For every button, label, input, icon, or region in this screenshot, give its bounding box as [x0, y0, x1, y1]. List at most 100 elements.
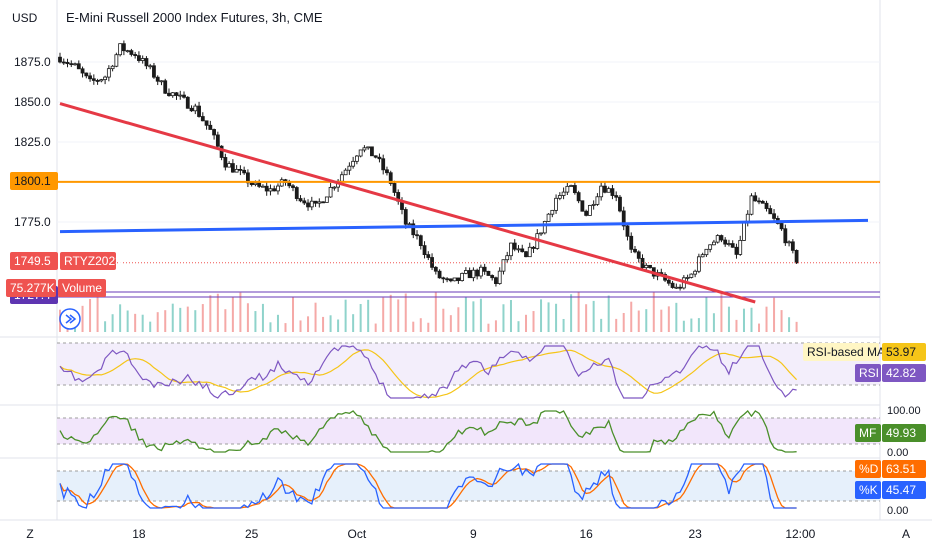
volume-bar [81, 305, 84, 332]
candle [137, 51, 141, 63]
rsi-label-badge: RSI [855, 364, 881, 382]
candle-body [603, 185, 607, 193]
stoch-k-value-badge: 45.47 [882, 481, 926, 499]
stoch-d-label-badge-bg [855, 460, 881, 478]
volume-bar [156, 312, 159, 332]
candle-body [591, 203, 596, 206]
candle-body [531, 246, 536, 249]
volume-bar [547, 302, 550, 332]
candle-body [790, 241, 795, 251]
candle [629, 232, 634, 253]
candle [76, 60, 81, 70]
volume-bar [239, 292, 242, 332]
candle-body [760, 201, 765, 204]
mf-value-badge: 49.93 [882, 424, 926, 442]
volume-bar [134, 313, 137, 332]
candle [520, 244, 525, 253]
candle-body [264, 185, 269, 192]
candle [723, 237, 728, 247]
volume-bar [540, 299, 543, 332]
candle [193, 103, 198, 115]
candle [712, 239, 716, 246]
candle [106, 65, 111, 82]
auto-scale-button: A [902, 527, 910, 541]
candle [373, 155, 378, 159]
candle [385, 166, 389, 176]
candle [219, 145, 224, 161]
mf-line [59, 410, 797, 453]
candle-body [497, 270, 502, 284]
candle-body [595, 196, 600, 205]
stoch-k-line [59, 462, 797, 509]
candle-body [689, 273, 694, 278]
rsi-value-badge-text: 42.82 [886, 366, 916, 380]
candle-body [516, 248, 521, 251]
candle [144, 56, 149, 70]
candle-body [230, 163, 235, 173]
candle-body [208, 124, 213, 130]
volume-bar [697, 318, 700, 332]
candle [603, 181, 607, 194]
candle [606, 186, 611, 193]
candle-body [719, 235, 724, 241]
candle-body [106, 68, 111, 78]
candle [445, 277, 449, 283]
volume-bar [570, 294, 573, 332]
volume-bar [322, 316, 325, 332]
volume-bar [314, 302, 317, 332]
candle [452, 277, 457, 282]
volume-bar [675, 302, 678, 332]
volume-bar [209, 295, 212, 332]
candle [343, 168, 348, 176]
candle [91, 74, 96, 85]
volume-bar [457, 307, 460, 332]
stoch-k-label-badge: %K [855, 481, 881, 499]
candle [163, 78, 168, 94]
volume-bar [555, 303, 558, 332]
volume-bar [367, 299, 370, 332]
volume-bar [494, 320, 497, 332]
candle [760, 199, 765, 204]
candle [69, 60, 74, 68]
time-tick-label: 25 [245, 527, 259, 541]
candle [509, 242, 513, 261]
candle-body [69, 63, 74, 66]
candle-body [61, 61, 66, 64]
candle [599, 181, 604, 201]
symbol-badge-bg [60, 252, 116, 270]
candle [595, 193, 600, 206]
candle-body [178, 94, 183, 97]
volume-bar [622, 312, 625, 332]
candle [790, 239, 795, 254]
candle [268, 184, 273, 196]
candle [129, 48, 134, 57]
symbol-badge: RTYZ2023 [60, 252, 122, 270]
candle-body [403, 209, 408, 225]
candle [614, 191, 619, 202]
candle [546, 213, 551, 222]
candle [727, 239, 731, 247]
trendline-falling [59, 102, 756, 304]
candle [185, 96, 190, 109]
level-badge: 1800.1 [10, 172, 58, 190]
volume-bar [780, 310, 783, 332]
time-tick-label: 18 [132, 527, 146, 541]
candle-body [392, 183, 397, 193]
candle-body [80, 68, 85, 74]
volume-bar [254, 311, 257, 332]
candle-body [633, 248, 637, 253]
candle [328, 182, 333, 198]
candle [550, 209, 555, 218]
time-tick-label: 12:00 [785, 527, 815, 541]
volume-bar [517, 321, 520, 332]
volume-bar [269, 322, 272, 332]
candle [426, 251, 431, 261]
candle [110, 64, 115, 72]
candle-body [291, 185, 295, 188]
candle-body [783, 228, 788, 244]
candle-body [693, 270, 698, 275]
candle-body [253, 182, 258, 185]
candle-body [666, 279, 671, 284]
volume-bar [186, 306, 189, 332]
